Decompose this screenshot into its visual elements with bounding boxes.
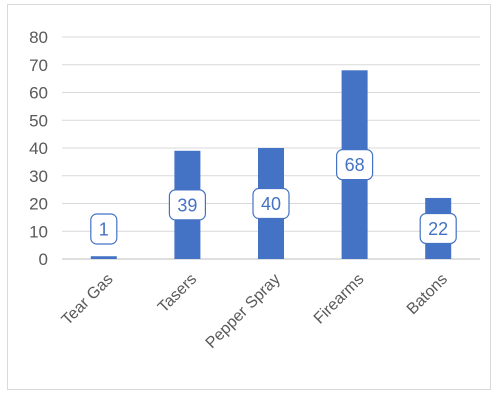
data-label: 68	[345, 155, 365, 175]
data-label: 22	[428, 219, 448, 239]
data-label: 39	[177, 195, 197, 215]
category-label: Batons	[404, 271, 451, 318]
data-label: 40	[261, 194, 281, 214]
y-tick-label: 60	[29, 84, 48, 103]
category-label: Tasers	[155, 271, 200, 316]
data-label-box	[252, 187, 290, 220]
data-label: 1	[99, 220, 109, 240]
category-label: Tear Gas	[59, 271, 117, 329]
y-tick-label: 50	[29, 111, 48, 130]
y-tick-label: 0	[39, 250, 48, 269]
data-label-box	[419, 212, 457, 245]
category-label: Pepper Spray	[203, 271, 284, 352]
y-tick-label: 80	[29, 28, 48, 47]
chart-frame	[7, 4, 491, 390]
data-label-box	[168, 189, 206, 221]
y-tick-label: 70	[29, 56, 48, 75]
y-tick-label: 40	[29, 139, 48, 158]
bar	[90, 256, 117, 259]
y-tick-label: 10	[29, 222, 48, 241]
data-label-box	[336, 149, 374, 181]
data-label-box	[90, 213, 118, 245]
y-tick-label: 20	[29, 195, 48, 214]
y-tick-label: 30	[29, 167, 48, 186]
category-label: Firearms	[311, 271, 368, 328]
